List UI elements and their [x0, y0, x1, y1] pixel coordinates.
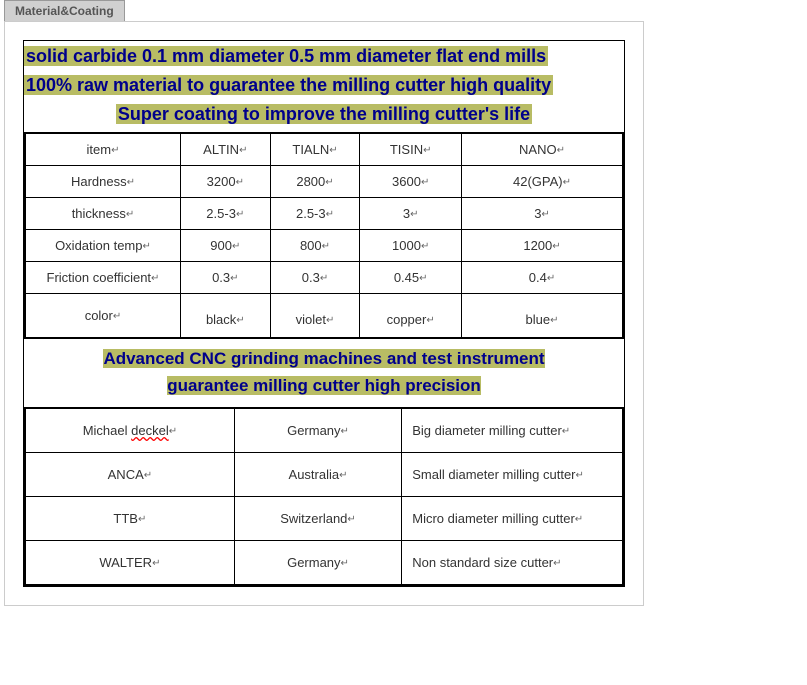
- machine-name: Michael deckel↵: [25, 408, 234, 453]
- machine-table: Michael deckel↵ Germany↵ Big diameter mi…: [24, 407, 624, 586]
- tab-material-coating[interactable]: Material&Coating: [4, 0, 125, 21]
- table-row: color↵ black↵ violet↵ copper↵ blue↵: [25, 294, 623, 339]
- data-cell: 3↵: [462, 198, 624, 230]
- data-cell: 0.3↵: [270, 262, 360, 294]
- data-cell: 0.4↵: [462, 262, 624, 294]
- data-cell: copper↵: [360, 294, 462, 339]
- machine-desc: Micro diameter milling cutter↵: [402, 497, 623, 541]
- machine-name: TTB↵: [25, 497, 234, 541]
- machine-country: Switzerland↵: [234, 497, 401, 541]
- table-row: thickness↵ 2.5-3↵ 2.5-3↵ 3↵ 3↵: [25, 198, 623, 230]
- table-row: Michael deckel↵ Germany↵ Big diameter mi…: [25, 408, 623, 453]
- machine-name: ANCA↵: [25, 453, 234, 497]
- content-area: solid carbide 0.1 mm diameter 0.5 mm dia…: [4, 21, 644, 606]
- table-row: ANCA↵ Australia↵ Small diameter milling …: [25, 453, 623, 497]
- table-row: Oxidation temp↵ 900↵ 800↵ 1000↵ 1200↵: [25, 230, 623, 262]
- header-cell: TIALN↵: [270, 133, 360, 166]
- spec-table: item↵ ALTIN↵ TIALN↵ TISIN↵ NANO↵ Hardnes…: [24, 132, 624, 339]
- heading-line-3: Super coating to improve the milling cut…: [24, 99, 624, 128]
- header-cell: TISIN↵: [360, 133, 462, 166]
- header-cell: ALTIN↵: [180, 133, 270, 166]
- table-row: Hardness↵ 3200↵ 2800↵ 3600↵ 42(GPA)↵: [25, 166, 623, 198]
- data-cell: 42(GPA)↵: [462, 166, 624, 198]
- row-label: thickness↵: [25, 198, 180, 230]
- row-label: Friction coefficient↵: [25, 262, 180, 294]
- data-cell: violet↵: [270, 294, 360, 339]
- machine-desc: Small diameter milling cutter↵: [402, 453, 623, 497]
- data-cell: 0.45↵: [360, 262, 462, 294]
- data-cell: 0.3↵: [180, 262, 270, 294]
- data-cell: black↵: [180, 294, 270, 339]
- row-label: Oxidation temp↵: [25, 230, 180, 262]
- row-label: color↵: [25, 294, 180, 339]
- heading-line-1: solid carbide 0.1 mm diameter 0.5 mm dia…: [24, 41, 624, 70]
- data-cell: 900↵: [180, 230, 270, 262]
- data-cell: 800↵: [270, 230, 360, 262]
- data-cell: 3↵: [360, 198, 462, 230]
- data-cell: blue↵: [462, 294, 624, 339]
- machine-desc: Non standard size cutter↵: [402, 541, 623, 586]
- machine-desc: Big diameter milling cutter↵: [402, 408, 623, 453]
- machine-name: WALTER↵: [25, 541, 234, 586]
- machine-country: Germany↵: [234, 408, 401, 453]
- header-cell: item↵: [25, 133, 180, 166]
- table-row: WALTER↵ Germany↵ Non standard size cutte…: [25, 541, 623, 586]
- table-row: TTB↵ Switzerland↵ Micro diameter milling…: [25, 497, 623, 541]
- table-row: Friction coefficient↵ 0.3↵ 0.3↵ 0.45↵ 0.…: [25, 262, 623, 294]
- tab-bar: Material&Coating: [0, 0, 807, 21]
- subheading: Advanced CNC grinding machines and test …: [24, 339, 624, 405]
- heading-line-2: 100% raw material to guarantee the milli…: [24, 70, 624, 99]
- data-cell: 2.5-3↵: [180, 198, 270, 230]
- data-cell: 1000↵: [360, 230, 462, 262]
- data-cell: 2800↵: [270, 166, 360, 198]
- data-cell: 1200↵: [462, 230, 624, 262]
- table-row: item↵ ALTIN↵ TIALN↵ TISIN↵ NANO↵: [25, 133, 623, 166]
- outer-box: solid carbide 0.1 mm diameter 0.5 mm dia…: [23, 40, 625, 587]
- data-cell: 3200↵: [180, 166, 270, 198]
- data-cell: 2.5-3↵: [270, 198, 360, 230]
- header-cell: NANO↵: [462, 133, 624, 166]
- machine-country: Germany↵: [234, 541, 401, 586]
- data-cell: 3600↵: [360, 166, 462, 198]
- row-label: Hardness↵: [25, 166, 180, 198]
- machine-country: Australia↵: [234, 453, 401, 497]
